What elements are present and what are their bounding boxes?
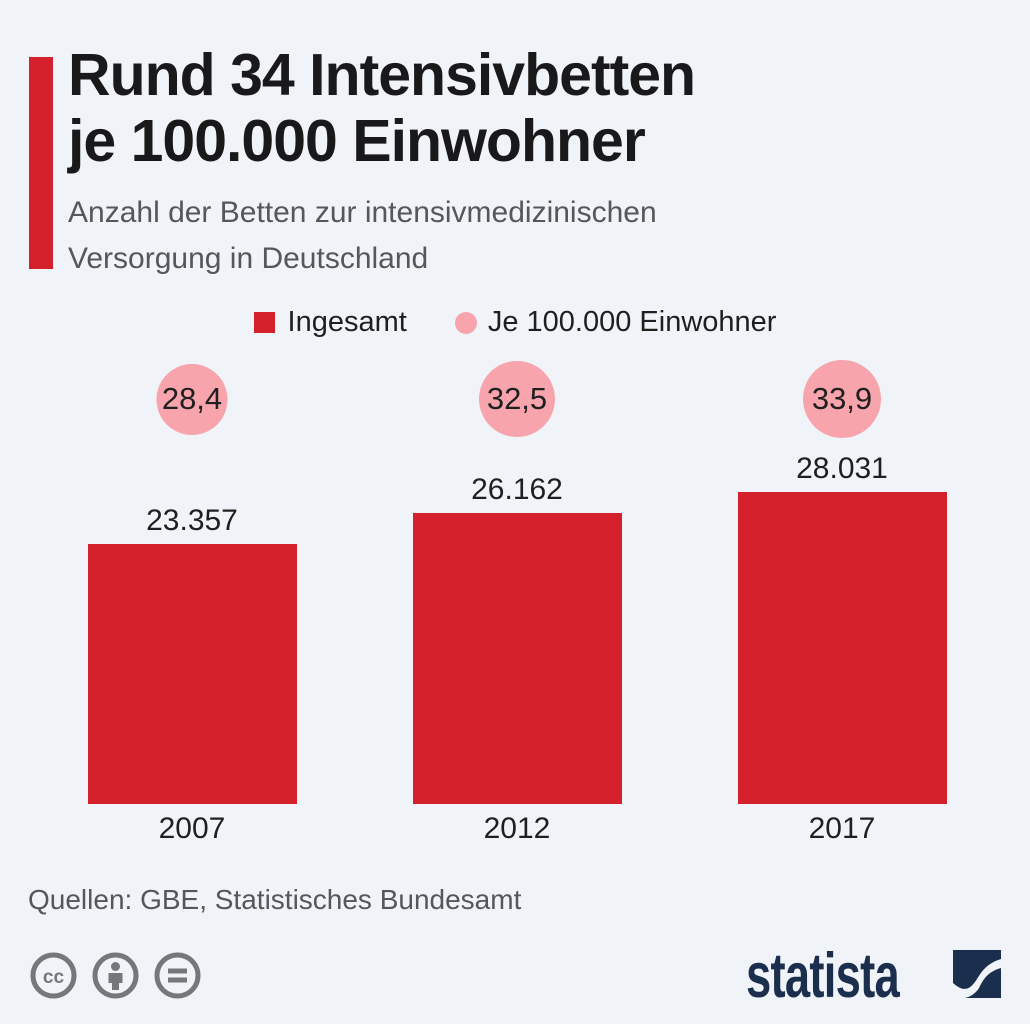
bubble-value: 28,4 bbox=[161, 381, 223, 416]
page-title: Rund 34 Intensivbetten je 100.000 Einwoh… bbox=[68, 42, 696, 174]
legend-dot-swatch bbox=[454, 311, 477, 334]
per-capita-bubble-2007: 28,4 bbox=[156, 363, 228, 435]
bar-group: 32,5 26.162 2012 bbox=[412, 360, 622, 852]
bar-chart: 28,4 23.357 2007 32,5 26.162 2012 33,9 2… bbox=[0, 360, 1030, 852]
svg-text:cc: cc bbox=[43, 967, 65, 988]
title-line-1: Rund 34 Intensivbetten bbox=[68, 42, 696, 108]
subtitle-line-2: Versorgung in Deutschland bbox=[68, 242, 429, 275]
legend-item-per-capita: Je 100.000 Einwohner bbox=[454, 306, 777, 339]
equals-icon[interactable] bbox=[154, 952, 201, 999]
title-line-2: je 100.000 Einwohner bbox=[68, 108, 646, 174]
cc-icon[interactable]: cc bbox=[30, 952, 77, 999]
x-axis-label-2012: 2012 bbox=[483, 812, 551, 845]
source-note: Quellen: GBE, Statistisches Bundesamt bbox=[28, 884, 522, 915]
legend-total-label: Ingesamt bbox=[287, 306, 407, 338]
x-axis-label-2017: 2017 bbox=[808, 812, 876, 845]
bar-value-label: 26.162 bbox=[471, 473, 563, 506]
bar-group: 33,9 28.031 2017 bbox=[737, 360, 947, 852]
bar-value-label: 28.031 bbox=[796, 452, 888, 485]
bar-2007 bbox=[87, 544, 297, 804]
bar-2017 bbox=[737, 492, 947, 804]
legend-square-swatch bbox=[253, 312, 275, 333]
bubble-value: 33,9 bbox=[811, 381, 873, 416]
per-capita-bubble-2017: 33,9 bbox=[803, 360, 881, 438]
statista-logo-wordmark[interactable]: statista bbox=[746, 941, 900, 1011]
bar-2012 bbox=[412, 513, 622, 804]
per-capita-bubble-2012: 32,5 bbox=[479, 361, 555, 437]
bar-value-label: 23.357 bbox=[146, 504, 238, 537]
legend-item-total: Ingesamt bbox=[253, 306, 407, 339]
license-icons: cc bbox=[30, 952, 201, 999]
bubble-value: 32,5 bbox=[486, 381, 548, 416]
title-accent-bar bbox=[29, 57, 53, 269]
page-subtitle: Anzahl der Betten zur intensivmedizinisc… bbox=[68, 190, 657, 282]
subtitle-line-1: Anzahl der Betten zur intensivmedizinisc… bbox=[68, 196, 657, 229]
statista-logo-icon[interactable] bbox=[953, 950, 1001, 999]
x-axis-label-2007: 2007 bbox=[158, 812, 226, 845]
bar-group: 28,4 23.357 2007 bbox=[87, 360, 297, 852]
chart-legend: Ingesamt Je 100.000 Einwohner bbox=[0, 306, 1030, 339]
legend-per-capita-label: Je 100.000 Einwohner bbox=[487, 306, 777, 338]
attribution-person-icon[interactable] bbox=[92, 952, 139, 999]
